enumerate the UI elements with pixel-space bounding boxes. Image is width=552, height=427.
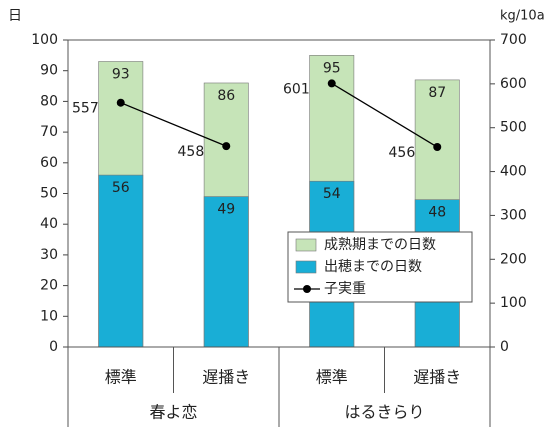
line-marker (433, 143, 442, 152)
y2-tick-label: 0 (500, 339, 509, 355)
y-tick-label: 90 (40, 63, 58, 79)
x-tick-label: 標準 (316, 368, 348, 387)
x-tick-label: 遅播き (202, 368, 250, 387)
x-tick-label: 標準 (105, 368, 137, 387)
line-marker (116, 98, 125, 107)
y-tick-label: 80 (40, 93, 58, 109)
legend-label: 出穂までの日数 (324, 259, 422, 275)
legend-swatch (295, 238, 317, 252)
legend-label: 成熟期までの日数 (324, 237, 436, 253)
bar-value-label: 86 (217, 88, 235, 104)
y-tick-label: 0 (49, 339, 58, 355)
legend-box (287, 231, 473, 303)
y2-tick-label: 400 (500, 164, 527, 180)
legend-label: 子実重 (324, 281, 366, 297)
y-tick-label: 70 (40, 124, 58, 140)
y2-tick-label: 500 (500, 120, 527, 136)
line-value-label: 601 (283, 81, 310, 97)
y-tick-label: 40 (40, 216, 58, 232)
line-value-label: 458 (178, 144, 205, 160)
bar-value-label: 48 (428, 205, 446, 221)
y-tick-label: 10 (40, 308, 58, 324)
legend-marker (303, 285, 311, 293)
bar-value-label: 95 (323, 60, 341, 76)
y2-tick-label: 100 (500, 295, 527, 311)
y2-tick-label: 600 (500, 76, 527, 92)
y2-tick-label: 300 (500, 207, 527, 223)
bar (203, 196, 249, 348)
y-tick-label: 50 (40, 186, 58, 202)
y2-tick-label: 200 (500, 251, 527, 267)
bar-value-label: 49 (217, 202, 235, 218)
legend-swatch (295, 260, 317, 274)
line-value-label: 557 (72, 101, 99, 117)
y-tick-label: 60 (40, 155, 58, 171)
y2-tick-label: 700 (500, 32, 527, 48)
y-tick-label: 30 (40, 247, 58, 263)
x-tick-label: 遅播き (413, 368, 461, 387)
y2-axis-label: kg/10a (500, 9, 545, 24)
line (120, 82, 438, 148)
group-label: 春よ恋 (149, 403, 197, 422)
line-value-label: 456 (389, 145, 416, 161)
bar-value-label: 87 (428, 85, 446, 101)
y-axis-label: 日 (8, 8, 22, 24)
line-marker (222, 142, 231, 151)
bar-value-label: 56 (112, 180, 130, 196)
group-label: はるきらり (344, 403, 424, 422)
bar (98, 174, 144, 348)
bar-value-label: 93 (112, 66, 130, 82)
line-marker (327, 79, 336, 88)
y-tick-label: 100 (31, 32, 58, 48)
y-tick-label: 20 (40, 278, 58, 294)
bar-value-label: 54 (323, 186, 341, 202)
